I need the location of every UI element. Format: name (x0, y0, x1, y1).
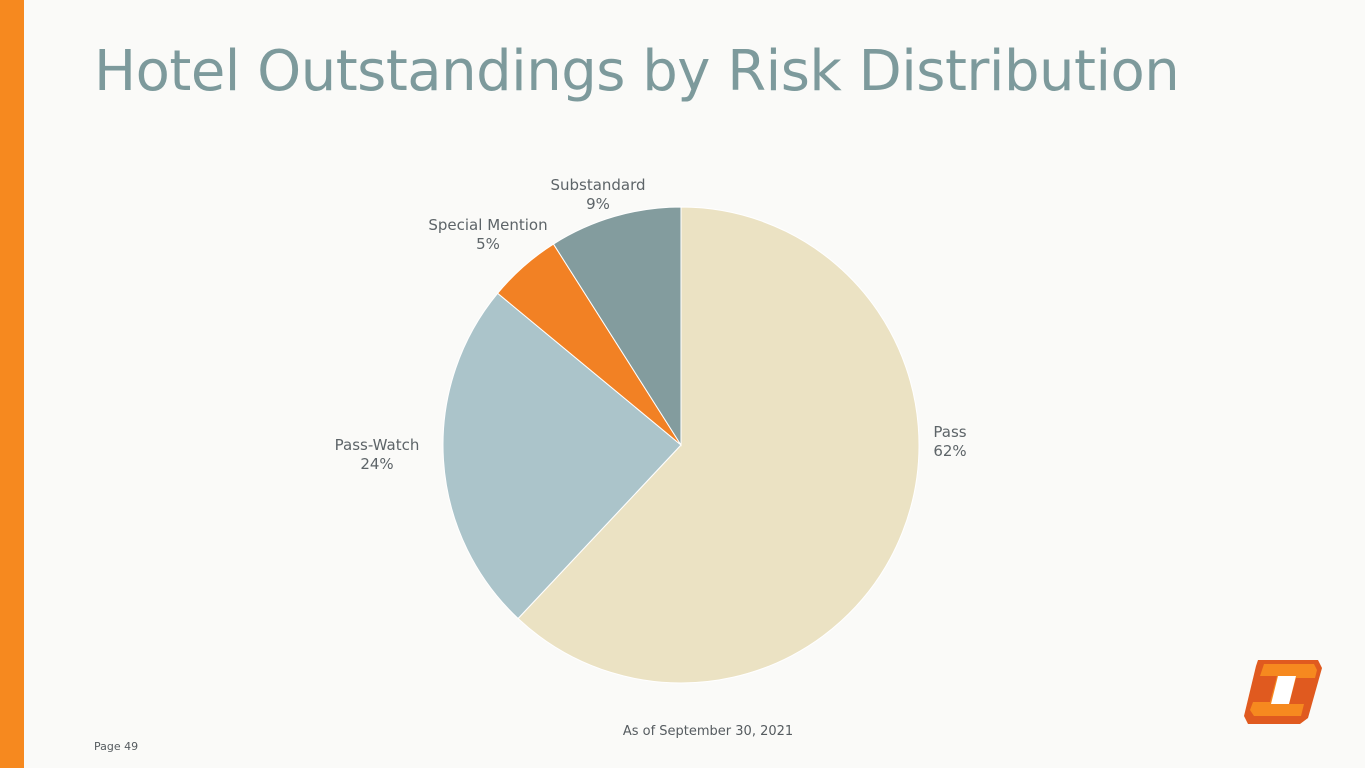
pie-slice-pass-watch (442, 292, 682, 620)
as-of-date-footnote: As of September 30, 2021 (622, 724, 794, 739)
slice-percent-special-mention: 5% (476, 235, 500, 253)
accent-side-bar (0, 0, 24, 768)
slice-label-pass-watch: Pass-Watch (335, 436, 420, 454)
slice-label-substandard: Substandard (550, 176, 645, 194)
slice-percent-pass: 62% (933, 442, 966, 460)
slice-percent-substandard: 9% (586, 195, 610, 213)
slice-label-pass: Pass (933, 423, 966, 441)
page-number: Page 49 (94, 740, 139, 753)
slide-title: Hotel Outstandings by Risk Distribution (94, 39, 1180, 104)
pie-slice-substandard (552, 206, 682, 447)
slice-label-special-mention: Special Mention (428, 216, 547, 234)
company-logo-icon (1244, 660, 1322, 724)
pie-slice-pass (517, 206, 920, 684)
slice-percent-pass-watch: 24% (360, 455, 393, 473)
